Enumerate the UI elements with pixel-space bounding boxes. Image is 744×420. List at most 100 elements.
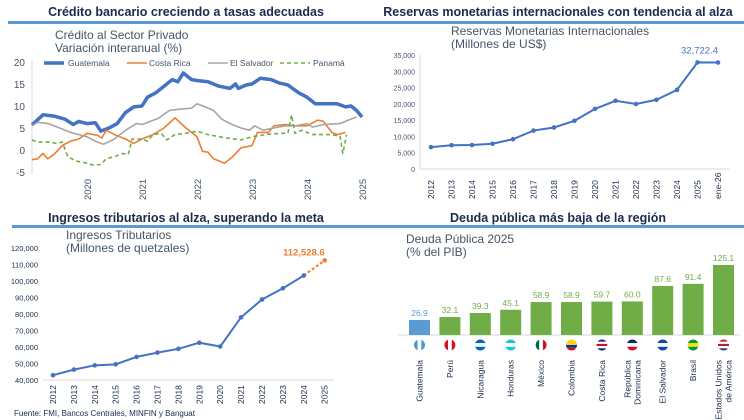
credit-x-tick-label: 2024	[303, 179, 314, 200]
debt-data-label: 58.9	[563, 290, 580, 300]
debt-x-label: Nicaragua	[475, 360, 485, 399]
reserves-y-tick-label: 25,000	[394, 86, 416, 93]
reserves-point	[469, 142, 475, 148]
taxes-point	[197, 340, 202, 346]
taxes-x-tick-label: 2020	[215, 385, 225, 404]
taxes-x-tick-label: 2024	[299, 385, 309, 404]
taxes-x-tick-label: 2021	[236, 385, 246, 404]
debt-x-label: Brasil	[688, 360, 698, 381]
debt-chart-title-line1: Deuda Pública 2025	[406, 232, 515, 246]
reserves-point	[572, 118, 577, 124]
costa-rica-flag-icon	[596, 339, 608, 351]
debt-bar	[561, 302, 582, 335]
debt-data-label: 59.7	[594, 290, 611, 300]
credit-title-rule	[8, 21, 372, 24]
debt-bar	[621, 301, 643, 335]
guatemala-flag-icon	[414, 339, 425, 351]
credit-x-tick-label: 2025	[358, 179, 369, 200]
debt-panel-title: Deuda pública más baja de la región	[449, 211, 667, 225]
credit-y-tick-label: 10	[14, 102, 26, 113]
reserves-x-tick-label: 2022	[631, 180, 641, 199]
legend-label: Costa Rica	[149, 58, 191, 68]
debt-x-label: Perú	[445, 360, 455, 378]
debt-chart-title: Deuda Pública 2025 (% del PIB)	[406, 233, 514, 259]
debt-bar	[652, 285, 674, 335]
taxes-y-tick-label: 90,000	[15, 294, 38, 303]
reserves-y-tick-label: 35,000	[394, 53, 416, 60]
reserves-x-tick-label: 2014	[467, 180, 477, 199]
reserves-point	[633, 101, 639, 107]
taxes-point	[176, 346, 181, 352]
taxes-y-tick-label: 60,000	[15, 343, 38, 352]
reserves-x-tick-label: 2018	[549, 180, 559, 199]
reserves-line	[430, 61, 719, 149]
taxes-x-tick-label: 2022	[257, 385, 267, 404]
reserves-x-tick-label: 2017	[529, 180, 539, 199]
debt-data-label: 125.1	[713, 253, 735, 263]
credit-y-tick-label: -5	[16, 168, 25, 179]
debt-x-label: Dominicana	[632, 360, 642, 405]
reserves-y-tick-label: 10,000	[394, 134, 416, 141]
legend-label: Guatemala	[68, 58, 110, 68]
taxes-x-tick-label: 2013	[69, 385, 79, 404]
taxes-x-tick-label: 2014	[90, 385, 100, 404]
credit-x-tick-label: 2023	[248, 179, 259, 200]
reserves-point	[428, 144, 434, 150]
mexico-flag-icon	[535, 339, 547, 351]
taxes-chart-title-line1: Ingresos Tributarios	[66, 228, 172, 242]
debt-data-label: 91.4	[685, 272, 702, 282]
taxes-y-tick-label: 110,000	[11, 261, 38, 270]
debt-bar	[469, 313, 491, 335]
debt-bar	[713, 265, 734, 335]
reserves-x-tick-label: 2019	[570, 180, 580, 199]
reserves-x-tick-label: 2024	[672, 180, 682, 199]
debt-data-label: 45.1	[502, 298, 519, 308]
taxes-projection-line	[303, 259, 326, 277]
debt-x-label: Honduras	[506, 360, 516, 397]
credit-chart-title: Crédito al Sector Privado Variación inte…	[55, 29, 188, 55]
debt-data-label: 26.9	[411, 308, 428, 318]
credit-chart-title-line1: Crédito al Sector Privado	[55, 28, 189, 42]
credit-y-tick-label: 5	[19, 124, 25, 135]
debt-bar	[530, 302, 552, 335]
debt-x-label: El Salvador	[658, 360, 668, 404]
taxes-point	[50, 372, 56, 378]
legend-label: El Salvador	[230, 58, 274, 68]
debt-data-label: 58.9	[533, 290, 550, 300]
reserves-x-tick-label: 2023	[652, 180, 662, 199]
debt-x-label: República	[622, 360, 632, 398]
legend-label: Panamá	[313, 58, 345, 68]
taxes-title-rule	[12, 225, 372, 228]
taxes-point	[113, 362, 118, 367]
taxes-x-tick-label: 2019	[194, 385, 204, 404]
debt-bar	[409, 319, 430, 335]
taxes-chart-subtitle: (Millones de quetzales)	[66, 241, 190, 255]
credit-y-tick-label: 0	[19, 146, 25, 157]
debt-bar	[682, 283, 704, 335]
reserves-point	[613, 98, 618, 104]
reserves-chart-subtitle: (Millones de US$)	[451, 37, 547, 51]
taxes-point	[280, 285, 286, 291]
reserves-point	[715, 60, 721, 65]
taxes-x-tick-label: 2023	[278, 385, 288, 404]
taxes-panel-title: Ingresos tributarios al alza, superando …	[48, 211, 324, 225]
reserves-chart-title-line1: Reservas Monetarias Internacionales	[451, 24, 650, 38]
taxes-line	[52, 274, 305, 377]
reserves-x-tick-label: 2020	[590, 180, 600, 199]
nicaragua-flag-icon	[474, 339, 486, 351]
debt-data-label: 32.1	[442, 305, 459, 315]
debt-bar	[591, 301, 613, 335]
debt-bar	[500, 309, 522, 335]
reserves-x-tick-label: 2021	[611, 180, 621, 199]
reserves-point	[654, 97, 659, 103]
taxes-x-tick-label: 2012	[48, 385, 58, 404]
credit-y-tick-label: 20	[14, 58, 26, 69]
credit-series-panama	[31, 114, 348, 166]
reserves-x-tick-label: 2013	[447, 180, 457, 199]
debt-data-label: 87.6	[654, 274, 671, 284]
credit-x-tick-label: 2021	[138, 179, 149, 200]
peru-flag-icon	[444, 339, 456, 351]
colombia-flag-icon	[566, 339, 577, 351]
source-note: Fuente: FMI, Bancos Centrales, MINFIN y …	[14, 409, 195, 418]
debt-x-label: Colombia	[567, 360, 577, 396]
